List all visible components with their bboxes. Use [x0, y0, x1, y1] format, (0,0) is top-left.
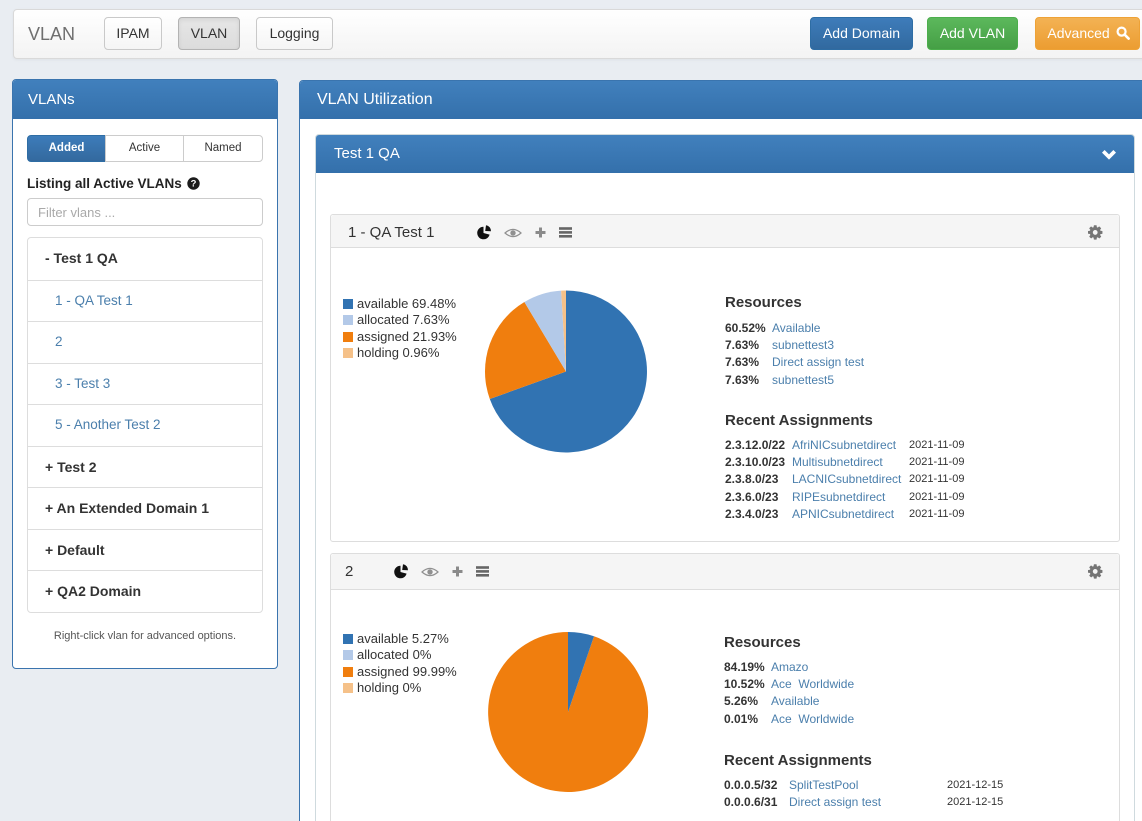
svg-text:?: ?: [190, 179, 196, 190]
